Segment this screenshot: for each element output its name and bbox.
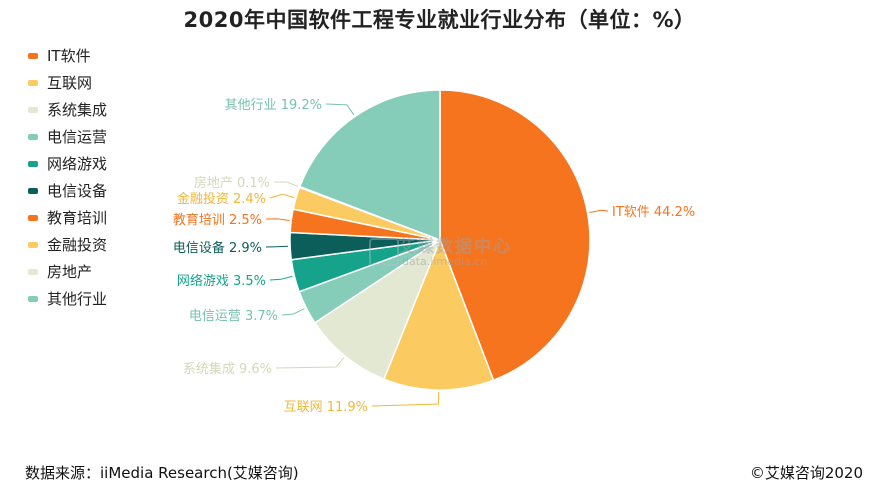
pie-slice [382, 237, 495, 391]
leader-line [281, 308, 305, 316]
data-label: 网络游戏 3.5% [177, 273, 266, 289]
legend-label: 电信运营 [47, 128, 108, 146]
data-label: 金融投资 2.4% [177, 191, 266, 207]
legend-label: 系统集成 [47, 101, 108, 119]
pie-slice [439, 89, 591, 382]
data-label: 其他行业 19.2% [225, 98, 322, 113]
legend-swatch [28, 133, 38, 140]
legend-swatch [28, 160, 38, 167]
pie-slice [313, 238, 442, 381]
legend: IT软件互联网系统集成电信运营网络游戏电信设备教育培训金融投资房地产其他行业 [28, 42, 107, 312]
legend-item: IT软件 [28, 42, 107, 69]
data-label: 互联网 11.9% [284, 400, 368, 415]
data-label: 系统集成 9.6% [183, 361, 272, 377]
watermark-logo-icon [369, 238, 399, 266]
leader-line [275, 357, 345, 369]
legend-label: 其他行业 [47, 290, 108, 308]
leader-line [265, 245, 289, 248]
data-label: 电信设备 2.9% [173, 240, 262, 256]
data-label: 房地产 0.1% [194, 175, 270, 191]
leader-line [589, 209, 609, 213]
watermark-url: data.iimedia.cn [402, 255, 488, 268]
leader-line [274, 181, 298, 187]
legend-swatch [28, 295, 38, 302]
leader-line [371, 391, 440, 407]
legend-swatch [28, 268, 38, 275]
legend-swatch [28, 187, 38, 194]
legend-label: IT软件 [47, 47, 91, 65]
pie-slice [298, 89, 441, 242]
watermark-text: 艾媒数据中心 [398, 237, 512, 257]
legend-label: 金融投资 [47, 236, 108, 254]
leader-line [269, 193, 295, 199]
leader-line [269, 275, 293, 281]
legend-label: 教育培训 [47, 209, 108, 227]
legend-item: 电信运营 [28, 123, 107, 150]
legend-item: 网络游戏 [28, 150, 107, 177]
legend-item: 系统集成 [28, 96, 107, 123]
legend-label: 电信设备 [47, 182, 108, 200]
leader-line [265, 218, 290, 221]
legend-item: 教育培训 [28, 204, 107, 231]
data-label: IT软件 44.2% [612, 205, 695, 220]
legend-item: 互联网 [28, 69, 107, 96]
legend-swatch [28, 52, 38, 59]
legend-swatch [28, 79, 38, 86]
chart-title: 2020年中国软件工程专业就业行业分布（单位：%） [183, 8, 696, 32]
source-note: 数据来源：iiMedia Research(艾媒咨询) [25, 464, 299, 482]
legend-label: 网络游戏 [47, 155, 108, 173]
legend-swatch [28, 106, 38, 113]
data-label: 电信运营 3.7% [189, 309, 278, 324]
copyright-note: ©艾媒咨询2020 [749, 464, 863, 482]
leader-line [325, 103, 355, 116]
legend-label: 互联网 [47, 74, 93, 92]
legend-item: 房地产 [28, 258, 107, 285]
legend-item: 电信设备 [28, 177, 107, 204]
data-label: 教育培训 2.5% [173, 212, 262, 228]
legend-swatch [28, 214, 38, 221]
legend-label: 房地产 [47, 263, 93, 281]
legend-item: 金融投资 [28, 231, 107, 258]
legend-swatch [28, 241, 38, 248]
legend-item: 其他行业 [28, 285, 107, 312]
